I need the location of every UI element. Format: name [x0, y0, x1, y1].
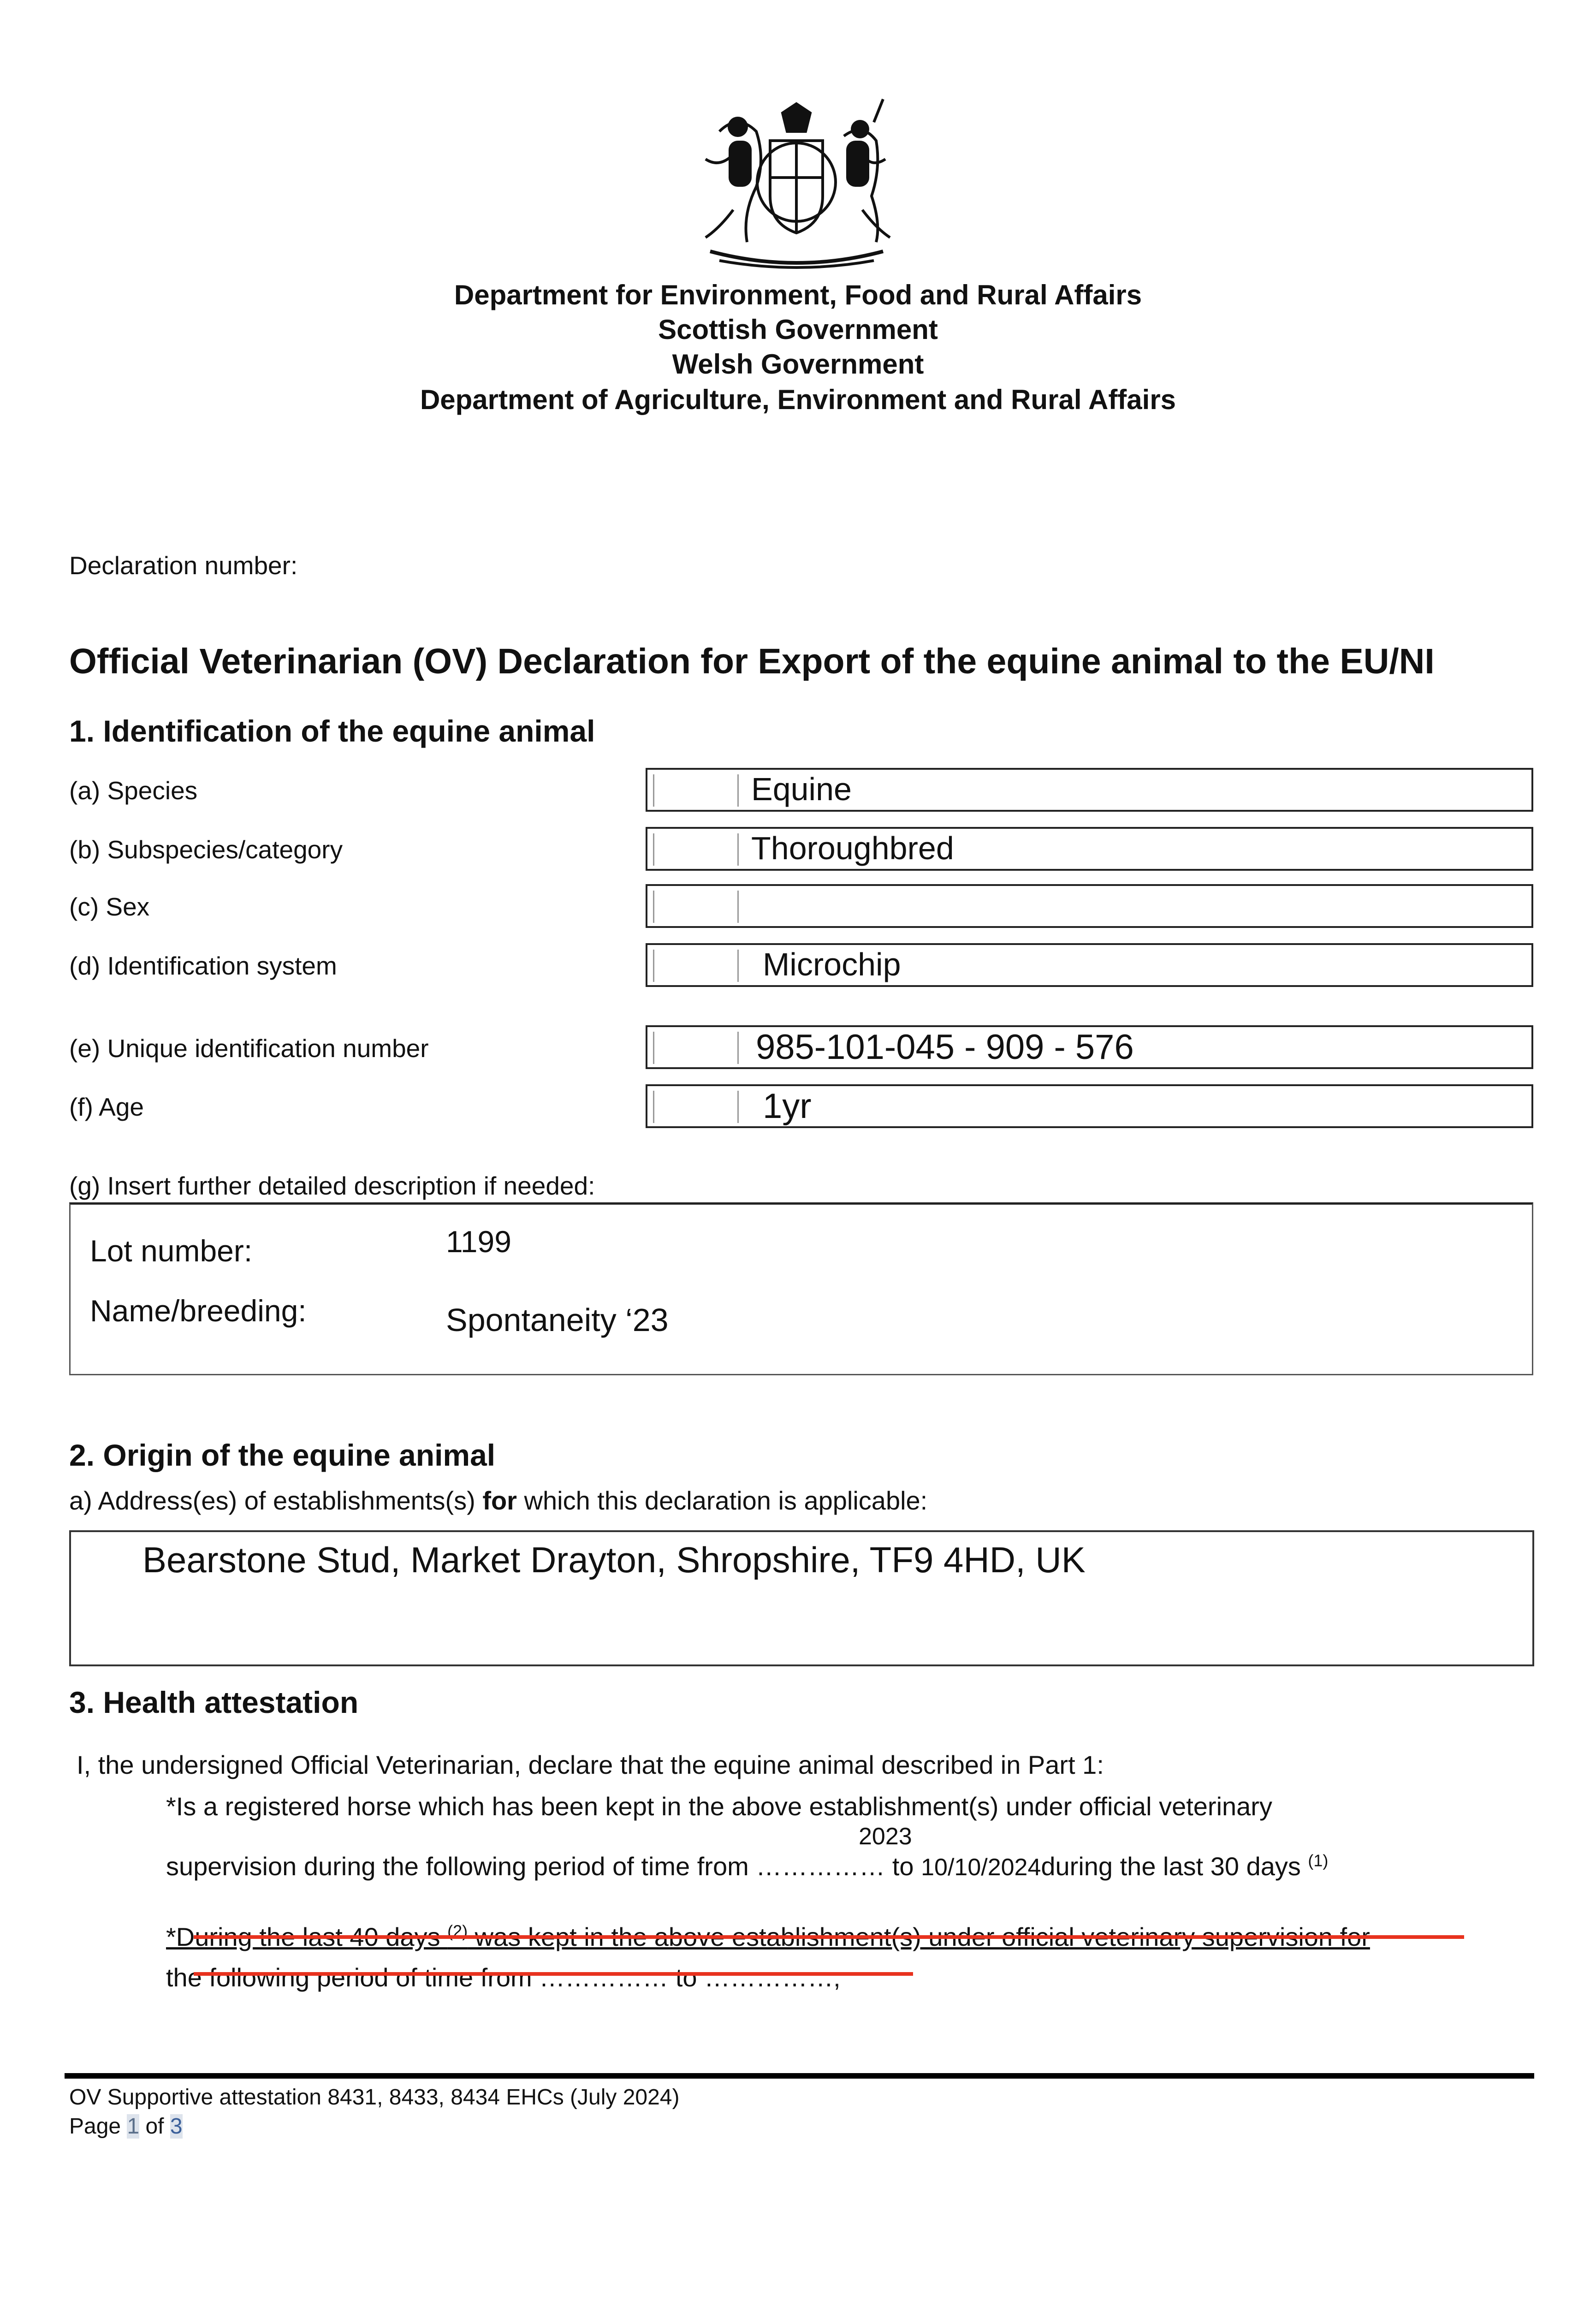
- establishment-intro-a: a) Address(es) of establishments(s): [69, 1486, 483, 1515]
- strikethrough-line-2: [194, 1972, 913, 1976]
- identification-system-value: Microchip: [763, 946, 901, 982]
- strikethrough-line-1: [194, 1935, 1464, 1939]
- subspecies-checkbox[interactable]: [653, 833, 739, 866]
- header-line-scottish-gov: Scottish Government: [658, 314, 938, 345]
- section-3-heading: 3. Health attestation: [69, 1685, 359, 1719]
- species-checkbox[interactable]: [653, 774, 739, 807]
- para1-text-a: supervision during the following period …: [166, 1852, 921, 1881]
- footer-rule: [65, 2073, 1534, 2079]
- species-label: (a) Species: [69, 776, 198, 805]
- sex-label: (c) Sex: [69, 892, 150, 921]
- name-breeding-label: Name/breeding:: [90, 1294, 307, 1328]
- page-total: 3: [170, 2114, 183, 2139]
- age-label: (f) Age: [69, 1093, 144, 1121]
- para1-footnote-ref: (1): [1308, 1851, 1329, 1870]
- subspecies-value: Thoroughbred: [751, 830, 954, 866]
- uid-field[interactable]: 985-101-045 - 909 - 576: [646, 1025, 1533, 1069]
- species-field[interactable]: Equine: [646, 768, 1533, 812]
- declaration-number-label: Declaration number:: [69, 551, 298, 580]
- further-description-label: (g) Insert further detailed description …: [69, 1171, 595, 1200]
- establishment-intro-bold: for: [482, 1486, 517, 1515]
- section-1-heading: 1. Identification of the equine animal: [69, 714, 595, 748]
- lot-number-value: 1199: [446, 1224, 511, 1259]
- royal-coat-of-arms-icon: [705, 98, 891, 269]
- header-line-daera: Department of Agriculture, Environment a…: [420, 384, 1176, 415]
- sex-field[interactable]: [646, 884, 1533, 928]
- identification-system-checkbox[interactable]: [653, 950, 739, 982]
- age-field[interactable]: 1yr: [646, 1084, 1533, 1128]
- age-checkbox[interactable]: [653, 1091, 739, 1123]
- establishment-address-box[interactable]: [69, 1530, 1534, 1666]
- uid-value: 985-101-045 - 909 - 576: [756, 1028, 1134, 1067]
- identification-system-field[interactable]: Microchip: [646, 943, 1533, 987]
- subspecies-field[interactable]: Thoroughbred: [646, 827, 1533, 871]
- page-current: 1: [127, 2114, 140, 2139]
- para1-text-b: during the last 30 days: [1041, 1852, 1308, 1881]
- establishment-intro: a) Address(es) of establishments(s) for …: [69, 1486, 927, 1516]
- header-line-defra: Department for Environment, Food and Rur…: [454, 279, 1142, 310]
- attestation-para2-line2: the following period of time from …………… …: [166, 1963, 841, 1992]
- establishment-address-value: Bearstone Stud, Market Drayton, Shropshi…: [142, 1539, 1086, 1580]
- section-2-heading: 2. Origin of the equine animal: [69, 1438, 496, 1472]
- lot-number-label: Lot number:: [90, 1234, 253, 1268]
- subspecies-label: (b) Subspecies/category: [69, 835, 343, 864]
- attestation-intro: I, the undersigned Official Veterinarian…: [77, 1750, 1104, 1779]
- header-line-welsh-gov: Welsh Government: [672, 349, 924, 380]
- species-value: Equine: [751, 771, 852, 807]
- uid-label: (e) Unique identification number: [69, 1034, 429, 1063]
- sex-checkbox[interactable]: [653, 891, 739, 923]
- para1-from-date: 2023: [859, 1823, 912, 1850]
- footer-reference: OV Supportive attestation 8431, 8433, 84…: [69, 2085, 680, 2110]
- page-title: Official Veterinarian (OV) Declaration f…: [69, 642, 1435, 681]
- page-of: of: [139, 2114, 170, 2139]
- para1-to-date: 10/10/2024: [921, 1854, 1041, 1881]
- uid-checkbox[interactable]: [653, 1032, 739, 1064]
- attestation-para1-line2: supervision during the following period …: [166, 1852, 1328, 1882]
- identification-system-label: (d) Identification system: [69, 951, 337, 980]
- name-breeding-value: Spontaneity ‘23: [446, 1302, 669, 1338]
- further-description-box[interactable]: [69, 1202, 1533, 1375]
- page-prefix: Page: [69, 2114, 127, 2139]
- attestation-para1-line1: *Is a registered horse which has been ke…: [166, 1792, 1272, 1821]
- age-value: 1yr: [763, 1087, 812, 1126]
- page-indicator: Page 1 of 3: [69, 2114, 183, 2139]
- establishment-intro-b: which this declaration is applicable:: [516, 1486, 928, 1515]
